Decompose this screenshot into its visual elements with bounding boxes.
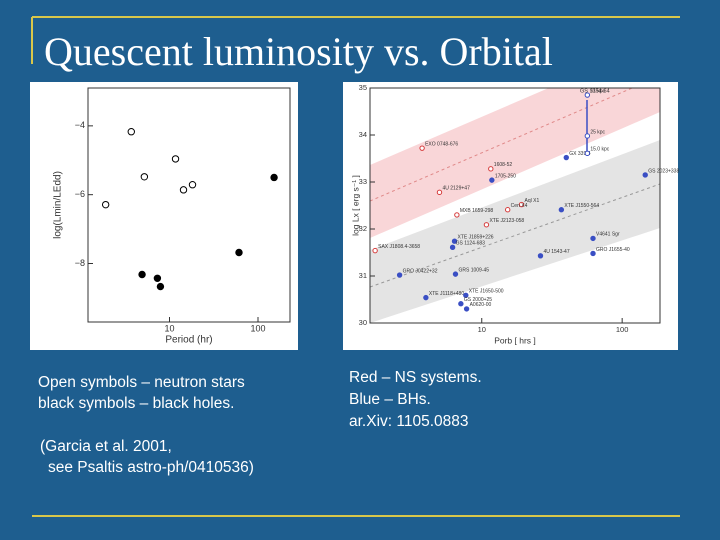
x-axis-label: Porb [ hrs ] xyxy=(494,335,536,345)
y-tick-label: 31 xyxy=(359,271,367,280)
point-label: Cen X4 xyxy=(511,203,528,209)
point-label: GS 2023+338 xyxy=(648,168,679,174)
point xyxy=(452,271,459,277)
point xyxy=(270,173,278,182)
point xyxy=(235,248,243,257)
annotation: GS 1354-64 xyxy=(580,88,610,94)
y-tick-label: 30 xyxy=(359,318,367,327)
point xyxy=(642,172,648,178)
point xyxy=(504,207,511,213)
point-label: 61 kpc xyxy=(590,88,605,94)
point-label: GX 339-4 xyxy=(569,151,591,157)
caption: black symbols – black holes. xyxy=(38,395,234,412)
point xyxy=(463,306,470,312)
point-label: XTE J2123-058 xyxy=(489,218,524,224)
x-tick-label: 10 xyxy=(478,325,486,334)
point xyxy=(584,150,591,157)
point xyxy=(454,212,460,218)
point-label: MXB 1659-298 xyxy=(460,208,494,214)
point xyxy=(372,247,378,254)
point-label: GRS 1009-45 xyxy=(458,267,489,273)
point xyxy=(537,253,544,259)
point xyxy=(449,244,456,251)
point xyxy=(171,155,180,163)
point-label: GRO J1655-40 xyxy=(596,247,630,253)
point xyxy=(140,173,149,181)
point xyxy=(179,186,188,194)
point xyxy=(127,128,135,136)
reference: see Psaltis astro-ph/0410536) xyxy=(48,459,254,476)
y-tick-label: 33 xyxy=(359,177,367,186)
left-chart-panel xyxy=(30,82,298,350)
x-tick-label: 100 xyxy=(250,323,265,333)
point xyxy=(584,92,591,98)
point xyxy=(563,154,569,161)
point xyxy=(436,189,443,196)
point xyxy=(419,145,425,151)
point-label: GRO J0422+32 xyxy=(403,268,438,274)
point-label: 4U 2129+47 xyxy=(442,186,470,192)
slide-title: Quescent luminosity vs. Orbital xyxy=(44,29,553,74)
point xyxy=(483,222,490,228)
point xyxy=(188,180,197,189)
x-axis-label: Period (hr) xyxy=(165,335,212,346)
point xyxy=(518,201,525,208)
point-label: A0620-00 xyxy=(470,302,492,308)
point-label: 1705-250 xyxy=(495,173,516,179)
plot-frame xyxy=(369,87,661,324)
y-tick-label: 34 xyxy=(359,130,367,139)
band-midline xyxy=(370,88,634,202)
caption: Red – NS systems. xyxy=(349,369,482,386)
y-tick-label: 35 xyxy=(359,83,367,92)
point xyxy=(584,133,591,139)
point xyxy=(451,238,458,244)
point-label: SAX J1808.4-3658 xyxy=(378,244,420,250)
y-axis-label: log Lx [ erg s⁻¹ ] xyxy=(350,175,360,236)
point-label: 15.0 kpc xyxy=(590,147,609,153)
bh-band xyxy=(370,140,660,323)
y-tick-label: 32 xyxy=(359,224,367,233)
point xyxy=(153,274,162,282)
point xyxy=(590,235,596,242)
point xyxy=(558,207,565,213)
point-label: V4641 Sgr xyxy=(596,232,620,238)
caption: Open symbols – neutron stars xyxy=(38,374,245,391)
y-axis-label: log(Lmin/LEdd) xyxy=(53,171,64,239)
point xyxy=(458,301,464,307)
plot-frame xyxy=(87,87,291,323)
point-label: GS 1124-683 xyxy=(456,241,486,247)
point-label: Aql X1 xyxy=(525,198,540,204)
y-tick-label: −8 xyxy=(75,258,85,268)
point-label: XTE J1118+480 xyxy=(429,291,464,297)
point-label: XTE J1550-564 xyxy=(564,203,599,209)
point xyxy=(488,166,494,172)
caption: ar.Xiv: 1105.0883 xyxy=(349,413,469,430)
point xyxy=(156,282,165,291)
point-label: GS 2000+25 xyxy=(464,297,492,303)
point xyxy=(396,272,403,278)
point-label: EXO 0748-676 xyxy=(425,141,458,147)
x-tick-label: 10 xyxy=(164,323,174,333)
point xyxy=(489,177,495,183)
point xyxy=(590,250,596,257)
point-label: 1608-52 xyxy=(494,162,513,168)
x-tick-label: 100 xyxy=(616,325,629,334)
y-tick-label: −6 xyxy=(75,189,85,199)
point xyxy=(463,292,469,298)
point-label: 4U 1543-47 xyxy=(543,249,569,255)
point xyxy=(138,270,146,279)
caption: Blue – BHs. xyxy=(349,391,431,408)
point xyxy=(423,294,429,301)
point-label: XTE J1650-500 xyxy=(469,289,504,295)
reference: (Garcia et al. 2001, xyxy=(40,438,172,455)
point-label: XTE J1859+226 xyxy=(458,235,494,241)
y-tick-label: −4 xyxy=(75,120,85,130)
point-label: 25 kpc xyxy=(590,129,605,135)
point xyxy=(101,200,110,209)
